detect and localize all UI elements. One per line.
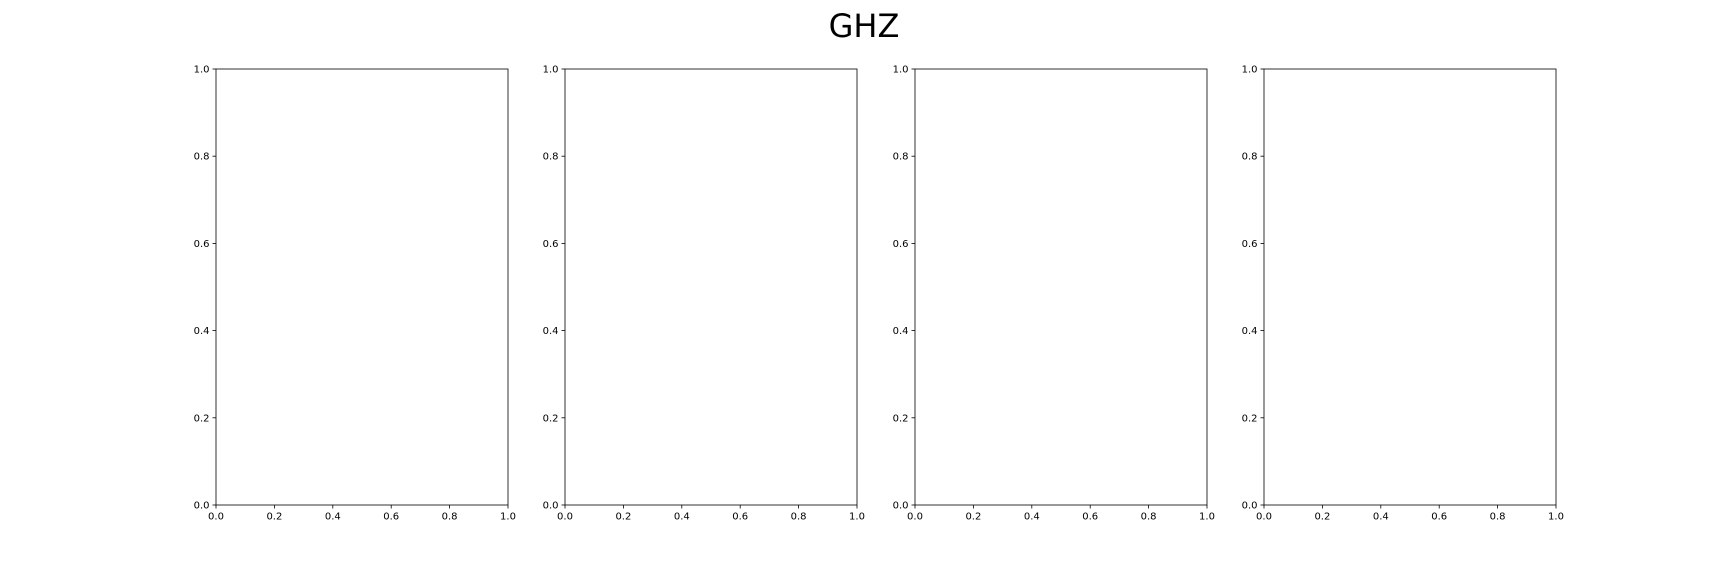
y-tick-label: 0.8 [893, 152, 909, 163]
y-tick-label: 0.4 [194, 326, 210, 337]
x-tick-label: 0.4 [1024, 512, 1040, 523]
x-tick-label: 0.8 [791, 512, 807, 523]
x-tick-label: 1.0 [1548, 512, 1564, 523]
y-tick-label: 0.0 [893, 501, 909, 512]
axes-frame [914, 68, 1208, 506]
y-tick-label: 0.6 [194, 239, 210, 250]
x-tick-label: 0.2 [266, 512, 282, 523]
x-tick-label: 1.0 [1199, 512, 1215, 523]
y-tick-label: 1.0 [194, 65, 210, 76]
y-tick-label: 0.2 [1242, 413, 1258, 424]
x-tick-label: 1.0 [849, 512, 865, 523]
y-tick-label: 0.0 [194, 501, 210, 512]
x-tick-label: 0.0 [208, 512, 224, 523]
y-tick-label: 0.0 [543, 501, 559, 512]
x-tick-label: 0.0 [1256, 512, 1272, 523]
x-tick-label: 1.0 [500, 512, 516, 523]
axes-frame [215, 68, 509, 506]
x-tick-label: 0.4 [1373, 512, 1389, 523]
x-tick-label: 0.6 [383, 512, 399, 523]
y-tick-label: 0.8 [543, 152, 559, 163]
subplot-2: 0.0 0.2 0.4 0.6 0.8 1.0 0.0 0.2 0.4 0.6 0.8 1.0 [543, 65, 865, 523]
x-tick-label: 0.2 [615, 512, 631, 523]
subplot-3: 0.0 0.2 0.4 0.6 0.8 1.0 0.0 0.2 0.4 0.6 0.8 1.0 [893, 65, 1215, 523]
y-tick-label: 0.4 [543, 326, 559, 337]
x-tick-label: 0.6 [732, 512, 748, 523]
x-tick-label: 0.6 [1082, 512, 1098, 523]
axes-frame [1263, 68, 1557, 506]
x-tick-label: 0.2 [1314, 512, 1330, 523]
x-tick-label: 0.0 [557, 512, 573, 523]
x-tick-label: 0.4 [674, 512, 690, 523]
y-tick-label: 0.8 [1242, 152, 1258, 163]
y-tick-label: 0.2 [893, 413, 909, 424]
y-tick-label: 0.4 [1242, 326, 1258, 337]
x-tick-label: 0.2 [965, 512, 981, 523]
x-tick-label: 0.8 [442, 512, 458, 523]
x-tick-label: 0.0 [907, 512, 923, 523]
y-tick-label: 0.6 [893, 239, 909, 250]
x-tick-label: 0.8 [1490, 512, 1506, 523]
x-tick-label: 0.4 [325, 512, 341, 523]
y-tick-label: 1.0 [1242, 65, 1258, 76]
y-tick-label: 0.6 [543, 239, 559, 250]
y-tick-label: 1.0 [893, 65, 909, 76]
axes-frame [564, 68, 858, 506]
figure-title: GHZ [828, 7, 900, 45]
subplot-1: 0.0 0.2 0.4 0.6 0.8 1.0 0.0 0.2 0.4 0.6 0.8 1.0 [194, 65, 516, 523]
y-tick-label: 0.4 [893, 326, 909, 337]
subplot-4: 0.0 0.2 0.4 0.6 0.8 1.0 0.0 0.2 0.4 0.6 0.8 1.0 [1242, 65, 1564, 523]
y-tick-label: 0.2 [543, 413, 559, 424]
x-tick-label: 0.6 [1431, 512, 1447, 523]
x-tick-label: 0.8 [1141, 512, 1157, 523]
y-tick-label: 0.8 [194, 152, 210, 163]
y-tick-label: 0.6 [1242, 239, 1258, 250]
y-tick-label: 1.0 [543, 65, 559, 76]
y-tick-label: 0.2 [194, 413, 210, 424]
y-tick-label: 0.0 [1242, 501, 1258, 512]
